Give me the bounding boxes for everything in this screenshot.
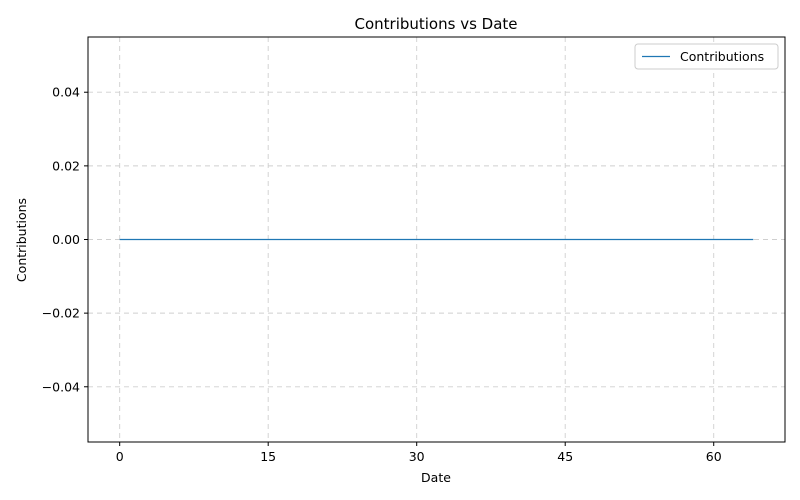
legend-label-contributions: Contributions bbox=[680, 49, 764, 64]
x-tick-label: 45 bbox=[557, 449, 573, 464]
tick-layer: 0 15 30 45 60 −0.04 −0.02 0.00 0.02 0.04 bbox=[42, 85, 722, 464]
y-tick-label: −0.02 bbox=[42, 306, 80, 321]
y-tick-label: 0.02 bbox=[52, 158, 80, 173]
x-axis-label: Date bbox=[421, 470, 451, 485]
legend-box bbox=[634, 43, 779, 70]
y-tick-label: −0.04 bbox=[42, 379, 80, 394]
x-tick-label: 30 bbox=[409, 449, 425, 464]
y-tick-label: 0.00 bbox=[52, 232, 80, 247]
x-tick-label: 0 bbox=[116, 449, 124, 464]
legend: Contributions bbox=[634, 43, 779, 70]
chart-title: Contributions vs Date bbox=[354, 15, 517, 33]
x-tick-label: 15 bbox=[260, 449, 276, 464]
y-tick-label: 0.04 bbox=[52, 85, 80, 100]
y-axis-label: Contributions bbox=[14, 198, 29, 282]
x-tick-label: 60 bbox=[706, 449, 722, 464]
